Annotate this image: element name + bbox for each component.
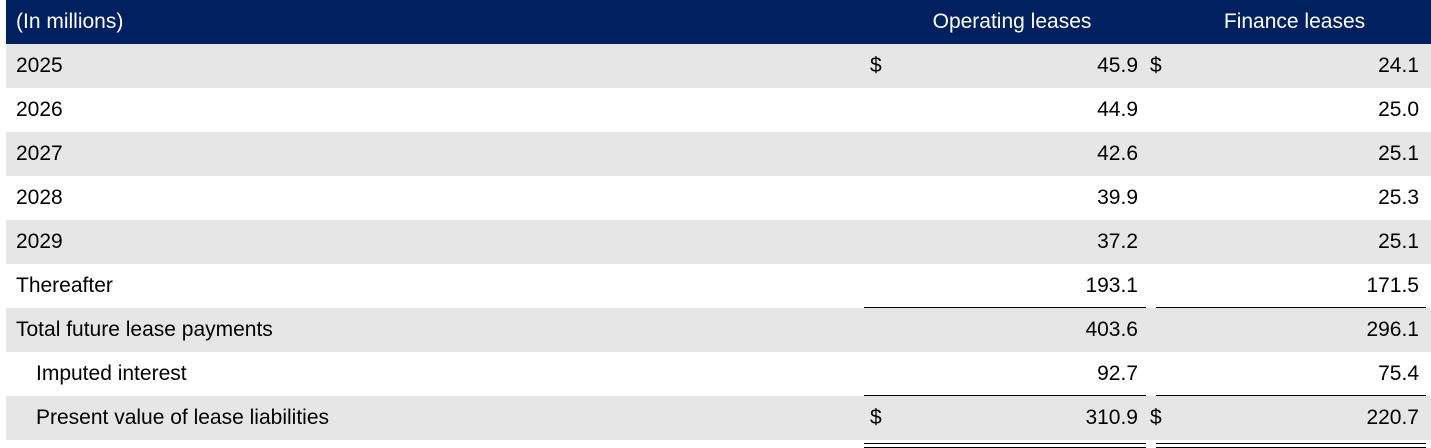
table-row: 2026 44.9 25.0 — [6, 88, 1431, 132]
finance-value: 25.3 — [1378, 186, 1419, 209]
finance-value: 25.1 — [1378, 142, 1419, 165]
row-label: 2026 — [16, 98, 63, 121]
row-label: Present value of lease liabilities — [36, 406, 329, 429]
finance-value: 75.4 — [1378, 362, 1419, 385]
table-row: Imputed interest 92.7 75.4 — [6, 352, 1431, 396]
operating-leases-header: Operating leases — [932, 10, 1092, 33]
subtotal-rule — [864, 307, 1146, 308]
subtotal-rule — [1156, 307, 1426, 308]
finance-value: 296.1 — [1366, 318, 1419, 341]
row-label: Thereafter — [16, 274, 113, 297]
operating-value: 39.9 — [1097, 186, 1138, 209]
operating-value: 44.9 — [1097, 98, 1138, 121]
operating-value: 310.9 — [1085, 406, 1138, 429]
operating-value: 37.2 — [1097, 230, 1138, 253]
currency-symbol: $ — [870, 54, 882, 77]
table-row: 2029 37.2 25.1 — [6, 220, 1431, 264]
total-double-rule-upper — [1156, 443, 1426, 444]
table-row: 2028 39.9 25.3 — [6, 176, 1431, 220]
currency-symbol: $ — [1150, 406, 1162, 429]
operating-value: 42.6 — [1097, 142, 1138, 165]
row-label: 2029 — [16, 230, 63, 253]
operating-value: 45.9 — [1097, 54, 1138, 77]
finance-value: 25.1 — [1378, 230, 1419, 253]
row-label: 2027 — [16, 142, 63, 165]
table-row: Thereafter 193.1 171.5 — [6, 264, 1431, 308]
table-row: Total future lease payments 403.6 296.1 — [6, 308, 1431, 352]
total-double-rule-upper — [864, 443, 1146, 444]
row-label: Imputed interest — [36, 362, 187, 385]
operating-value: 193.1 — [1085, 274, 1138, 297]
table-row: 2027 42.6 25.1 — [6, 132, 1431, 176]
row-label: 2028 — [16, 186, 63, 209]
table-row: 2025 $ 45.9 $ 24.1 — [6, 44, 1431, 88]
finance-value: 24.1 — [1378, 54, 1419, 77]
table-row: Present value of lease liabilities $ 310… — [6, 396, 1431, 448]
finance-leases-header: Finance leases — [1223, 10, 1366, 33]
row-label: 2025 — [16, 54, 63, 77]
finance-value: 171.5 — [1366, 274, 1419, 297]
operating-value: 403.6 — [1085, 318, 1138, 341]
subtotal-rule — [864, 395, 1146, 396]
subtotal-rule — [1156, 395, 1426, 396]
units-label: (In millions) — [16, 10, 124, 33]
row-label: Total future lease payments — [16, 318, 273, 341]
finance-value: 25.0 — [1378, 98, 1419, 121]
finance-value: 220.7 — [1366, 406, 1419, 429]
currency-symbol: $ — [1150, 54, 1162, 77]
table-header-row: (In millions) Operating leases Finance l… — [6, 0, 1431, 44]
lease-maturity-table: (In millions) Operating leases Finance l… — [6, 0, 1431, 448]
operating-value: 92.7 — [1097, 362, 1138, 385]
currency-symbol: $ — [870, 406, 882, 429]
